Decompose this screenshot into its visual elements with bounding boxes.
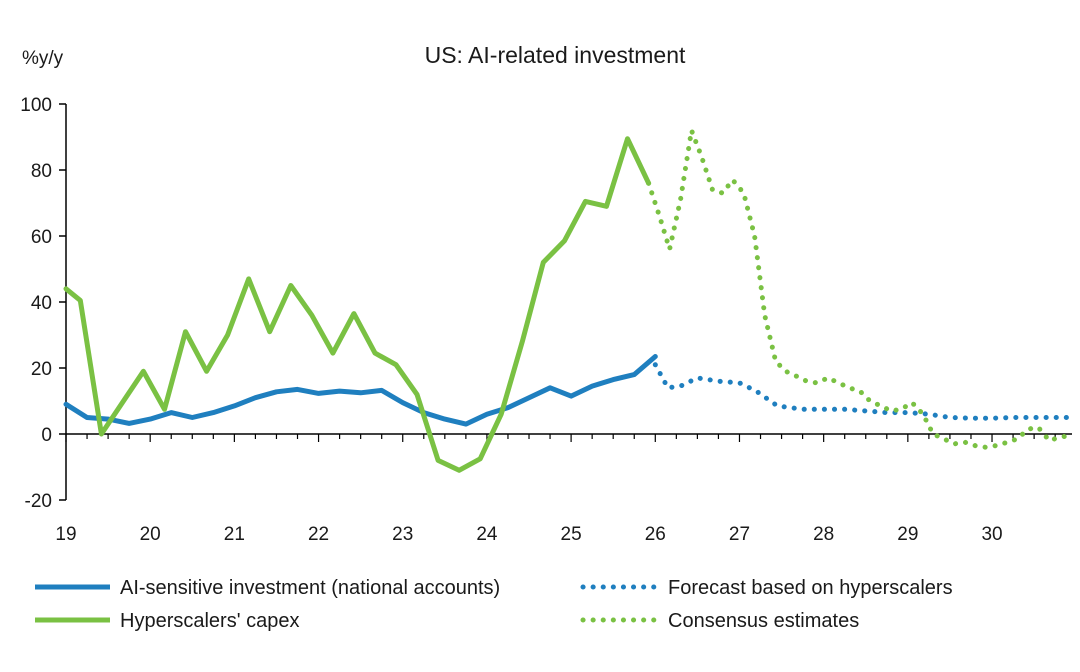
x-tick-label: 23 xyxy=(392,524,413,545)
x-tick-label: 27 xyxy=(729,524,750,545)
x-tick-label: 26 xyxy=(645,524,666,545)
x-tick-label: 20 xyxy=(140,524,161,545)
y-tick-label: 20 xyxy=(31,359,52,380)
axes: -20 0 20 40 60 80 100 19 20 21 22 23 24 25 26 27 28 29 30 xyxy=(20,95,1072,545)
y-tick-label: 60 xyxy=(31,227,52,248)
series-line-3 xyxy=(646,127,1072,450)
y-tick-label: 0 xyxy=(41,425,52,446)
x-tick-label: 22 xyxy=(308,524,329,545)
series-line-1 xyxy=(652,362,1072,421)
y-tick-label: 100 xyxy=(20,95,52,116)
y-tick-label: -20 xyxy=(25,491,52,512)
x-tick-label: 29 xyxy=(897,524,918,545)
legend-label-consensus: Consensus estimates xyxy=(668,610,859,632)
legend-label-ai-sensitive: AI-sensitive investment (national accoun… xyxy=(120,577,500,599)
series-group xyxy=(63,127,1072,473)
x-tick-label: 30 xyxy=(981,524,1002,545)
y-axis-label: %y/y xyxy=(22,48,64,69)
x-tick-label: 21 xyxy=(224,524,245,545)
x-tick-label: 28 xyxy=(813,524,834,545)
series-line-2 xyxy=(63,136,652,473)
series-line-0 xyxy=(63,354,658,427)
y-tick-label: 80 xyxy=(31,161,52,182)
x-tick-label: 19 xyxy=(55,524,76,545)
legend-label-forecast: Forecast based on hyperscalers xyxy=(668,577,953,599)
x-tick-label: 24 xyxy=(476,524,498,545)
x-tick-label: 25 xyxy=(561,524,582,545)
legend-label-hyperscalers-capex: Hyperscalers' capex xyxy=(120,610,299,632)
legend: AI-sensitive investment (national accoun… xyxy=(35,577,953,632)
y-tick-label: 40 xyxy=(31,293,52,314)
chart-title: US: AI-related investment xyxy=(425,42,686,68)
